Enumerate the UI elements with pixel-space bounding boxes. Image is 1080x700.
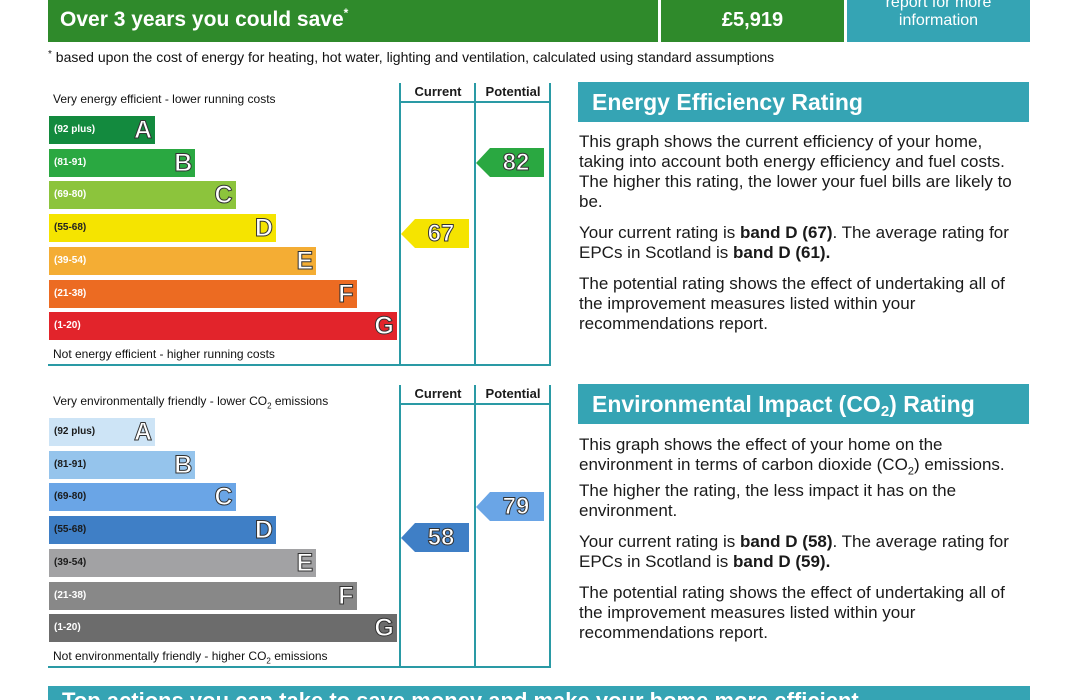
energy-efficiency-chart: Current Potential Very energy efficient … (48, 82, 552, 366)
energy-panel-text: This graph shows the current efficiency … (579, 132, 1029, 345)
env-band-range: (39-54) (54, 556, 87, 568)
env-chart-frame (48, 385, 551, 668)
env-band-range: (81-91) (54, 458, 87, 470)
energy-band-letter: B (174, 148, 193, 177)
energy-potential-header: Potential (485, 84, 541, 99)
energy-band-letter: G (374, 312, 394, 341)
env-band-letter: G (374, 614, 394, 643)
energy-chart-frame (48, 83, 551, 366)
energy-potential-rating-arrow: 82 (476, 147, 546, 178)
env-band-letter: A (133, 418, 152, 447)
energy-band-letter: D (254, 214, 273, 243)
energy-band-range: (39-54) (54, 254, 87, 266)
energy-band-f: (21-38) F (49, 279, 357, 308)
env-potential-rating-arrow: 79 (476, 492, 546, 522)
energy-band-letter: C (214, 181, 233, 210)
report-info-line1: report for more (885, 0, 992, 11)
energy-panel-p1: This graph shows the current efficiency … (579, 132, 1012, 211)
env-band-e: (39-54) E (49, 548, 317, 577)
energy-band-g: (1-20) G (49, 312, 397, 341)
savings-banner: Over 3 years you could save* (48, 0, 658, 42)
env-band-range: (69-80) (54, 491, 87, 503)
energy-band-range: (81-91) (54, 156, 87, 168)
report-info-box[interactable]: report for more information (847, 0, 1030, 42)
env-band-letter: D (254, 516, 273, 545)
env-panel-p2: Your current rating is band D (58). The … (579, 532, 1009, 572)
env-band-f: (21-38) F (49, 581, 357, 610)
env-bottom-note: Not environmentally friendly - higher CO… (53, 649, 328, 666)
env-band-g: (1-20) G (49, 614, 397, 643)
energy-potential-rating-value: 82 (502, 148, 530, 176)
env-panel-text: This graph shows the effect of your home… (579, 435, 1029, 654)
top-actions-heading: Top actions you can take to save money a… (48, 686, 1030, 700)
env-band-range: (21-38) (54, 589, 87, 601)
energy-panel-p3: The potential rating shows the effect of… (579, 274, 1005, 333)
env-current-rating-arrow: 58 (401, 523, 471, 553)
energy-current-rating-value: 67 (427, 220, 455, 248)
report-info-line2: information (898, 12, 979, 29)
energy-panel-p2: Your current rating is band D (67). The … (579, 223, 1009, 262)
env-panel-p3: The potential rating shows the effect of… (579, 583, 1005, 643)
energy-band-range: (69-80) (54, 189, 87, 201)
energy-band-range: (1-20) (54, 320, 81, 332)
energy-band-c: (69-80) C (49, 181, 236, 210)
energy-top-note: Very energy efficient - lower running co… (53, 92, 276, 106)
env-potential-header: Potential (485, 386, 541, 401)
energy-band-letter: A (133, 116, 152, 145)
energy-current-header: Current (414, 84, 462, 99)
energy-band-d: (55-68) D (49, 214, 276, 243)
energy-band-letter: E (296, 246, 314, 275)
env-band-c: (69-80) C (49, 483, 236, 512)
env-top-note: Very environmentally friendly - lower CO… (53, 394, 329, 411)
env-panel-p1: This graph shows the effect of your home… (579, 435, 1005, 521)
energy-band-a: (92 plus) A (49, 116, 155, 145)
energy-band-range: (21-38) (54, 287, 87, 299)
energy-panel-title: Energy Efficiency Rating (578, 82, 1029, 122)
env-band-letter: F (338, 581, 354, 610)
energy-current-rating-arrow: 67 (401, 219, 471, 249)
savings-footnote: * based upon the cost of energy for heat… (48, 49, 774, 65)
env-current-header: Current (414, 386, 462, 401)
env-band-letter: E (296, 548, 314, 577)
env-band-range: (55-68) (54, 524, 87, 536)
environmental-impact-chart: Current Potential Very environmentally f… (48, 384, 552, 668)
energy-band-letter: F (338, 279, 354, 308)
env-band-b: (81-91) B (49, 450, 196, 479)
energy-bottom-note: Not energy efficient - higher running co… (53, 347, 275, 361)
energy-band-range: (55-68) (54, 222, 87, 234)
env-band-a: (92 plus) A (49, 418, 155, 447)
env-band-letter: C (214, 483, 233, 512)
env-panel-title: Environmental Impact (CO2) Rating (578, 384, 1029, 424)
env-band-range: (1-20) (54, 622, 81, 634)
env-band-letter: B (174, 450, 193, 479)
energy-band-b: (81-91) B (49, 148, 196, 177)
env-band-d: (55-68) D (49, 516, 276, 545)
env-potential-rating-value: 79 (502, 493, 530, 521)
env-band-range: (92 plus) (54, 426, 96, 437)
energy-band-e: (39-54) E (49, 246, 317, 275)
footnote-mark: * (48, 49, 52, 60)
energy-band-range: (92 plus) (54, 124, 96, 135)
savings-asterisk: * (343, 6, 349, 20)
savings-label: Over 3 years you could save (60, 8, 344, 31)
savings-value: £5,919 (661, 0, 844, 42)
footnote-text: based upon the cost of energy for heatin… (55, 49, 775, 65)
env-current-rating-value: 58 (427, 524, 455, 552)
